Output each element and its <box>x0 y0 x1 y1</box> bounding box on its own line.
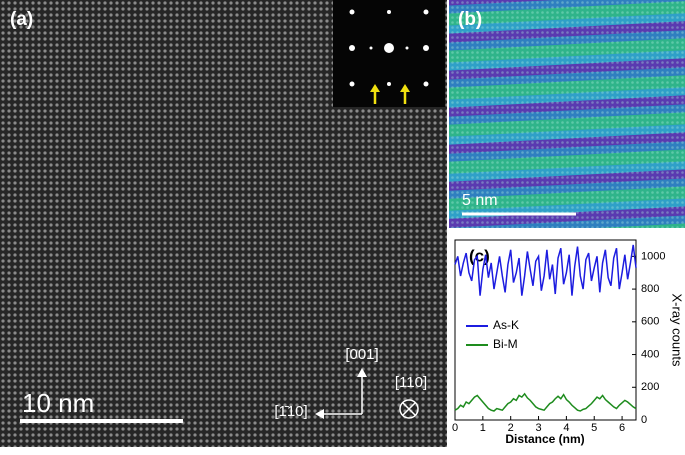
direction-label: [001] <box>345 346 378 363</box>
data-line <box>454 392 637 412</box>
x-tick-label: 2 <box>508 422 514 434</box>
plot-frame <box>454 239 637 421</box>
panel-label: (b) <box>458 9 482 30</box>
x-tick-label: 0 <box>452 422 458 434</box>
eds-map-texture <box>449 0 685 228</box>
y-tick-label: 1000 <box>641 250 665 262</box>
direction-label: [110] <box>395 374 427 391</box>
line-chart: (c) Distance (nm) X-ray counts 0 1 2 3 4 5 602… <box>452 239 685 446</box>
y-tick-label: 0 <box>641 414 647 426</box>
y-tick-label: 800 <box>641 283 659 295</box>
x-axis-title: Distance (nm) <box>505 432 584 446</box>
y-tick-label: 600 <box>641 316 659 328</box>
y-axis-title: X-ray counts <box>670 294 685 367</box>
direction-label: [1̄10] <box>274 403 307 420</box>
legend-label: As-K <box>493 318 519 332</box>
x-tick-label: 6 <box>619 422 625 434</box>
y-tick-label: 400 <box>641 348 659 360</box>
legend-label: Bi-M <box>493 337 518 351</box>
x-tick-label: 5 <box>591 422 597 434</box>
x-tick-label: 4 <box>563 422 569 434</box>
panel-label: (a) <box>10 9 33 30</box>
y-tick-label: 200 <box>641 381 659 393</box>
x-tick-label: 1 <box>480 422 486 434</box>
direction-arrows <box>315 368 419 419</box>
scale-bar-label: 10 nm <box>22 388 94 418</box>
x-tick-label: 3 <box>535 422 541 434</box>
scale-bar-label: 5 nm <box>462 192 498 209</box>
fft-inset <box>333 0 445 107</box>
data-line <box>454 244 637 296</box>
